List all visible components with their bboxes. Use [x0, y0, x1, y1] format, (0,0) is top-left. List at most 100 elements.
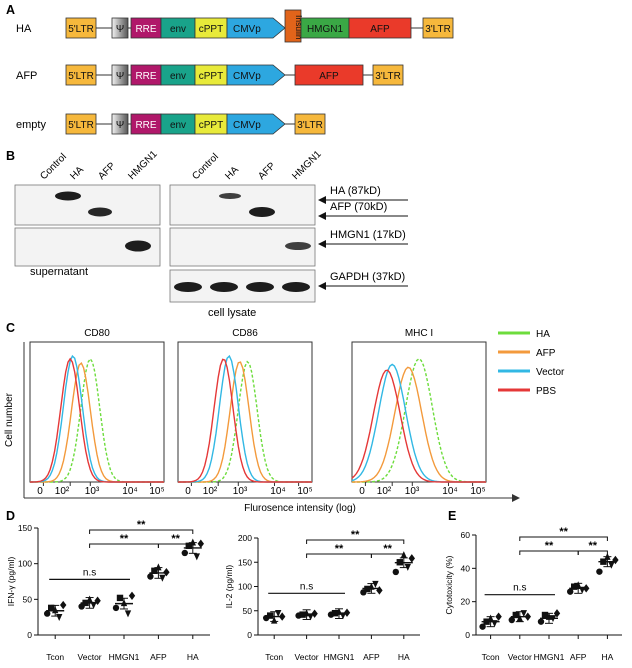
dot-point-2-0-0 [479, 623, 486, 630]
ltr-box-2 [65, 113, 97, 135]
flow-frame-0 [29, 341, 165, 483]
band-label-2: HMGN1 (17kD) [330, 229, 406, 241]
dot-point-1-4-4 [408, 554, 415, 563]
dot-sig-vector-ha-1 [306, 539, 405, 544]
dot-point-2-1-0 [508, 616, 515, 624]
dot-category-0-1: Vector [78, 652, 102, 662]
left-lane-label-2: AFP [96, 160, 118, 182]
flow-xtick-label-7: 10³ [233, 486, 248, 497]
band-lys-gapdh-0 [174, 282, 202, 292]
right-lane-label-1: HA [223, 164, 241, 182]
construct-label-1-5: CMVp [233, 71, 261, 82]
dot-category-2-3: AFP [570, 652, 587, 662]
dot-point-2-3-1 [571, 583, 578, 590]
dot-sig-vector-ha-1-label: ** [351, 529, 360, 541]
dot-ytick-label-1-1: 50 [243, 606, 253, 616]
dot-ytick-label-2-3: 60 [461, 530, 471, 540]
dot-point-0-0-4 [60, 600, 67, 610]
construct-label-0-1: Ψ [116, 24, 124, 35]
psi-box-1 [111, 64, 129, 86]
construct-name-0: HA [16, 23, 32, 35]
construct-label-0-7: HMGN1 [307, 24, 344, 35]
dot-point-0-2-3 [124, 610, 132, 618]
panel-label-b: B [6, 149, 15, 163]
flow-curve-0-0 [30, 357, 164, 483]
left-lane-label-0: Control [38, 152, 69, 183]
band-arrow-head-0 [318, 196, 326, 204]
flow-x-arrowhead [512, 494, 520, 502]
band-lys-gapdh-3 [282, 282, 310, 292]
flow-title-2: MHC I [405, 328, 433, 339]
right-lane-label-2: AFP [256, 160, 278, 182]
dot-point-0-3-1 [151, 567, 158, 574]
construct-label-0-8: AFP [370, 24, 390, 35]
dot-point-1-2-4 [343, 608, 351, 617]
dot-ns-label-1: n.s [300, 581, 313, 592]
dot-sig-afp-ha-2 [577, 550, 608, 555]
flow-xtick-label-14: 10⁵ [470, 486, 485, 497]
band-sup-ha [55, 191, 81, 201]
dot-point-0-3-0 [147, 573, 154, 580]
dot-point-1-3-4 [376, 586, 383, 595]
dot-point-2-2-4 [553, 609, 561, 618]
panel-label-c: C [6, 321, 15, 335]
dot-ytick-label-0-0: 0 [27, 630, 32, 640]
flow-xtick-label-8: 10⁴ [270, 486, 285, 497]
dot-point-0-3-2 [155, 563, 162, 571]
band-lys-ha [219, 193, 241, 199]
dot-sig-afp-ha-1 [370, 553, 405, 558]
construct-label-1-3: env [170, 71, 186, 82]
flow-xtick-label-1: 10² [55, 486, 70, 497]
ltr-box-2 [294, 113, 326, 135]
dot-category-2-0: Tcon [482, 652, 500, 662]
dot-ytick-label-0-2: 100 [18, 559, 32, 569]
legend-label-3: PBS [536, 386, 556, 397]
construct-label-2-5: CMVp [233, 120, 261, 131]
construct-label-2-6: 3'LTR [297, 120, 323, 131]
dot-point-0-4-3 [193, 553, 200, 561]
right-lane-label-0: Control [190, 152, 221, 183]
dot-category-1-1: Vector [295, 652, 319, 662]
left-lane-label-3: HMGN1 [126, 148, 160, 182]
cmvp-arrow-0 [226, 17, 286, 39]
dot-sig-vector-afp-2-label: ** [545, 540, 554, 552]
dot-ytick-label-1-0: 0 [247, 630, 252, 640]
dot-ns-label-2: n.s [513, 583, 526, 594]
dot-ylabel-1: IL-2 (pg/ml) [224, 565, 234, 609]
dot-category-2-2: HMGN1 [534, 652, 565, 662]
dot-sig-afp-ha-1-label: ** [383, 543, 392, 555]
dot-ns-label-0: n.s [83, 567, 96, 578]
dot-category-0-2: HMGN1 [109, 652, 140, 662]
lysate-caption: cell lysate [208, 307, 256, 319]
construct-name-1: AFP [16, 70, 37, 82]
flow-xtick-label-13: 10⁴ [442, 486, 457, 497]
dot-category-1-3: AFP [363, 652, 380, 662]
dot-sig-vector-ha-2-label: ** [559, 526, 568, 538]
construct-label-1-4: cPPT [199, 71, 223, 82]
psi-box-0 [111, 17, 129, 39]
dot-ytick-label-2-0: 0 [465, 630, 470, 640]
dot-point-1-4-0 [392, 568, 399, 576]
dot-point-0-3-4 [163, 568, 170, 577]
dot-category-1-2: HMGN1 [324, 652, 355, 662]
flow-xtick-label-0: 0 [37, 486, 43, 497]
lysate-blot-top [169, 184, 316, 226]
legend-label-0: HA [536, 329, 550, 340]
construct-label-1-6: AFP [319, 71, 339, 82]
band-arrow-head-2 [318, 240, 326, 248]
dot-point-0-4-1 [185, 542, 192, 550]
band-label-0: HA (87kD) [330, 185, 381, 197]
dot-sig-vector-ha-2 [519, 536, 608, 541]
legend-label-1: AFP [536, 348, 556, 359]
dot-category-1-4: HA [398, 652, 410, 662]
flow-title-0: CD80 [84, 328, 110, 339]
cmvp-arrow-1 [226, 64, 286, 86]
flow-title-1: CD86 [232, 328, 258, 339]
panel-label-a: A [6, 3, 15, 17]
dot-point-0-0-1 [48, 604, 55, 612]
flow-frame-2 [351, 341, 487, 483]
band-arrow-head-1 [318, 212, 326, 220]
band-lys-gapdh-2 [246, 282, 274, 292]
construct-label-2-1: Ψ [116, 120, 124, 131]
dot-sig-afp-ha-2-label: ** [589, 540, 598, 552]
